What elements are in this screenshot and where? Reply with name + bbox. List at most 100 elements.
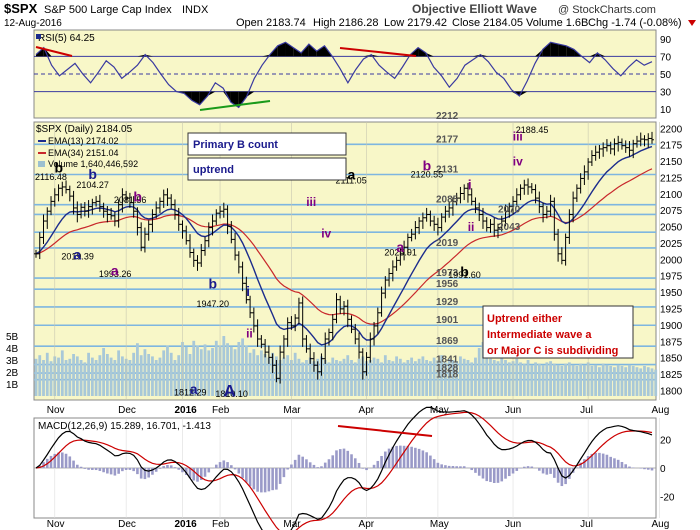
macd-histogram-bar xyxy=(511,468,515,474)
volume-bar xyxy=(451,360,455,396)
macd-histogram-bar xyxy=(590,453,594,468)
macd-histogram-bar xyxy=(530,466,534,468)
x-axis-label: Aug xyxy=(652,519,670,530)
price-tick: 2175 xyxy=(660,141,683,152)
price-tick: 2200 xyxy=(660,124,683,135)
volume-bar xyxy=(534,362,537,396)
fib-label: 2043 xyxy=(498,222,521,233)
volume-bar xyxy=(162,350,166,396)
macd-histogram-bar xyxy=(455,466,458,468)
wave-label: iii xyxy=(306,195,316,209)
price-bar xyxy=(281,335,286,359)
volume-bar xyxy=(567,362,571,396)
macd-histogram-bar xyxy=(233,468,237,470)
macd-histogram-bar xyxy=(376,460,380,468)
price-bar xyxy=(37,232,42,260)
macd-histogram-bar xyxy=(79,466,83,468)
macd-tick: -20 xyxy=(660,493,675,504)
macd-histogram-bar xyxy=(459,466,462,468)
macd-histogram-bar xyxy=(91,468,94,470)
volume-bar xyxy=(613,367,616,396)
wave-label: b xyxy=(133,188,142,204)
volume-bar xyxy=(631,366,635,396)
volume-bar xyxy=(301,362,305,396)
volume-bar xyxy=(244,345,248,396)
macd-histogram-bar xyxy=(60,452,64,468)
macd-histogram-bar xyxy=(620,461,624,468)
price-bar xyxy=(522,179,527,195)
wave-label: b xyxy=(55,160,64,176)
price-bar xyxy=(612,138,617,156)
price-bar xyxy=(529,183,534,194)
fib-label: 1901 xyxy=(436,315,459,326)
price-bar xyxy=(537,191,542,214)
volume-bar xyxy=(353,362,357,396)
volume-bar xyxy=(605,364,609,396)
note-line-2: Intermediate wave a xyxy=(487,329,592,341)
volume-bar xyxy=(421,356,425,396)
volume-bar xyxy=(425,360,429,396)
price-bar xyxy=(597,145,602,159)
macd-histogram-bar xyxy=(278,468,282,484)
macd-histogram-bar xyxy=(444,465,447,468)
price-bar xyxy=(541,202,546,223)
volume-bar xyxy=(214,340,218,396)
price-bar xyxy=(67,185,72,202)
price-point-label: 2081.56 xyxy=(114,195,147,205)
macd-histogram-bar xyxy=(462,466,466,468)
volume-bar xyxy=(211,348,214,396)
volume-bar xyxy=(120,356,124,396)
price-bar xyxy=(492,217,497,237)
volume-bar xyxy=(560,366,564,396)
price-bar xyxy=(571,191,576,223)
volume-bar xyxy=(143,349,147,396)
volume-bar xyxy=(519,362,522,396)
volume-bar xyxy=(575,366,579,396)
macd-histogram-bar xyxy=(53,453,57,468)
price-bar xyxy=(90,198,95,215)
macd-histogram-bar xyxy=(316,467,320,468)
volume-bar xyxy=(526,360,530,396)
volume-bar xyxy=(500,357,504,396)
price-bar xyxy=(428,210,433,227)
price-bar xyxy=(210,214,215,236)
macd-histogram-bar xyxy=(474,468,477,473)
price-tick: 1850 xyxy=(660,354,683,365)
macd-histogram-bar xyxy=(586,456,590,468)
volume-bar xyxy=(237,342,241,396)
price-bar xyxy=(638,132,643,147)
price-bar xyxy=(514,188,519,206)
macd-histogram-bar xyxy=(117,468,120,474)
volume-bar xyxy=(102,348,106,396)
main-title: $SPX (Daily) 2184.05 xyxy=(36,124,133,135)
macd-histogram-bar xyxy=(68,456,72,468)
volume-bar xyxy=(609,366,613,396)
macd-histogram-bar xyxy=(64,453,68,468)
price-bar xyxy=(496,223,500,239)
macd-histogram-bar xyxy=(489,468,492,482)
x-axis-label: Jul xyxy=(580,519,593,530)
macd-histogram-bar xyxy=(384,451,387,468)
price-bar xyxy=(634,135,639,148)
macd-histogram-bar xyxy=(440,464,443,468)
price-bar xyxy=(263,339,268,358)
price-bar xyxy=(578,173,583,194)
volume-bar xyxy=(395,356,398,396)
price-bar xyxy=(157,197,162,214)
volume-bar xyxy=(323,360,327,396)
volume-bar xyxy=(342,358,346,396)
macd-histogram-bar xyxy=(121,468,124,472)
price-bar xyxy=(631,139,636,159)
wave-label: a xyxy=(73,247,81,263)
rsi-tick: 10 xyxy=(660,105,672,116)
fib-label: 1973 xyxy=(436,268,459,279)
macd-histogram-bar xyxy=(342,448,346,468)
volume-bar xyxy=(545,362,549,396)
volume-bar xyxy=(474,357,477,396)
volume-bar xyxy=(177,355,181,396)
rsi-overbought-fill xyxy=(542,42,551,57)
legend-ema34: EMA(34) 2151.04 xyxy=(48,148,119,158)
price-bar xyxy=(199,243,204,267)
macd-tick: 20 xyxy=(660,435,672,446)
price-bar xyxy=(233,232,238,261)
